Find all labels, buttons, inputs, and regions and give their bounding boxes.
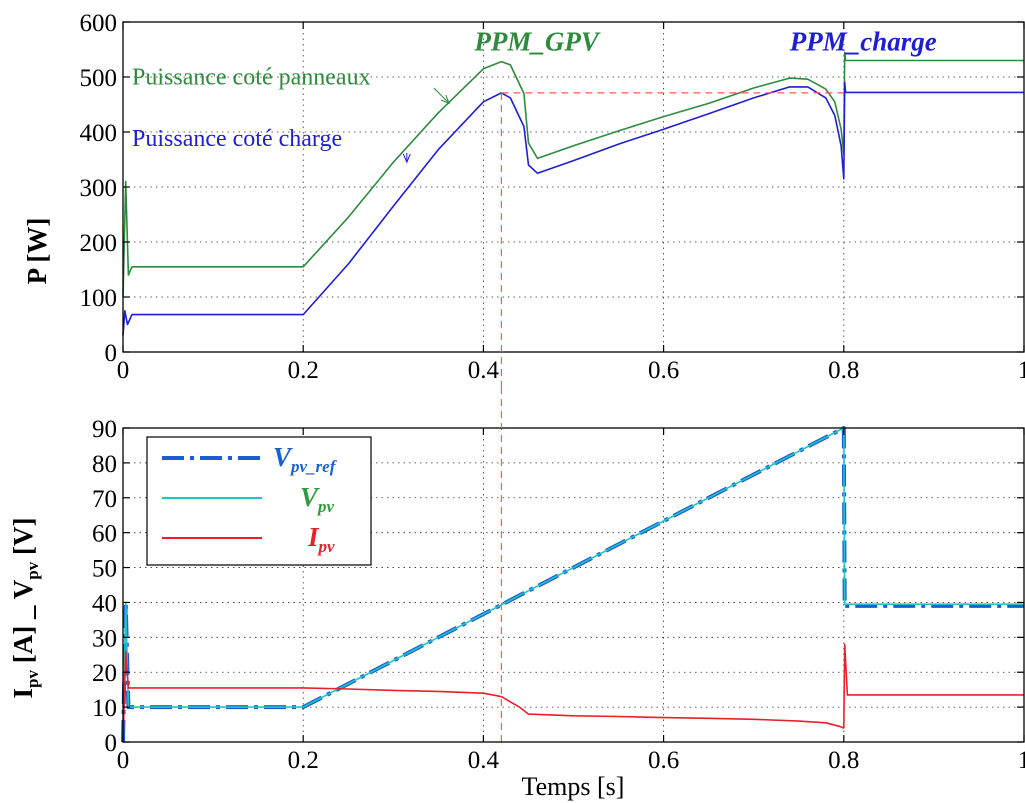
x-tick-label: 0 [117, 357, 130, 384]
y-label-i: I [8, 688, 38, 699]
x-tick-label: 0 [117, 747, 130, 774]
voltage-current-plot-frame [122, 427, 1025, 743]
power-plot-x-ticks: 0 0.2 0.4 0.6 0.8 1 [117, 22, 1025, 384]
y-label-i-sub: pv [23, 669, 42, 687]
legend-label-ipv: Ipv [307, 522, 335, 556]
y-tick-label: 60 [92, 521, 117, 548]
x-tick-label: 0.8 [828, 357, 859, 384]
x-tick-label: 0.2 [288, 747, 319, 774]
legend-label-vpv-ref-main: V [273, 442, 293, 472]
x-tick-label: 0.2 [288, 357, 319, 384]
legend: Vpv_ref Vpv Ipv [146, 436, 372, 566]
power-plot-y-ticks: 0 100 200 300 400 500 600 [80, 10, 1024, 367]
power-series-line-0 [122, 51, 1024, 298]
y-tick-label: 200 [80, 230, 118, 257]
legend-label-ipv-sub: pv [317, 537, 336, 556]
x-tick-label: 1 [1018, 357, 1025, 384]
y-tick-label: 10 [92, 695, 117, 722]
legend-label-ipv-main: I [307, 522, 320, 552]
y-tick-label: 20 [92, 660, 117, 687]
power-plot: 0 100 200 300 400 500 600 0 0.2 0.4 0.6 0.8 1 PPM_G… [22, 10, 1025, 384]
power-plot-series [122, 51, 1024, 336]
y-tick-label: 400 [80, 120, 118, 147]
y-label-middle: [A] _ V [8, 579, 38, 670]
y-tick-label: 0 [105, 730, 118, 757]
legend-label-vpv-main: V [300, 482, 320, 512]
annotation-label: Puissance coté charge [132, 126, 342, 152]
legend-label-vpv-ref: Vpv_ref [273, 442, 338, 476]
power-series-line-1 [122, 81, 1024, 336]
y-tick-label: 30 [92, 625, 117, 652]
y-tick-label: 0 [105, 340, 118, 367]
y-tick-label: 600 [80, 10, 118, 37]
y-tick-label: 40 [92, 590, 117, 617]
y-label-v-sub: pv [23, 561, 42, 579]
voltage-current-plot-y-axis-label: Ipv [A] _ Vpv [V] [8, 518, 42, 699]
voltage-current-plot-x-axis-label: Temps [s] [522, 772, 625, 801]
y-tick-label: 500 [80, 65, 118, 92]
power-plot-annotations: PPM_GPV PPM_charge Puissance coté panneaux… [132, 27, 937, 164]
y-tick-label: 70 [92, 486, 117, 513]
x-tick-label: 0.6 [648, 747, 679, 774]
legend-label-vpv-ref-sub: pv_ref [289, 457, 338, 476]
voltage-current-plot-y-ticks: 0 10 20 30 40 50 60 70 80 90 [92, 416, 1024, 757]
x-tick-label: 0.6 [648, 357, 679, 384]
y-tick-label: 300 [80, 175, 118, 202]
y-tick-label: 100 [80, 285, 118, 312]
x-tick-label: 0.4 [468, 357, 500, 384]
y-label-end: [V] [8, 518, 38, 562]
annotation-label: PPM_charge [789, 27, 937, 57]
vi-series-line-2 [122, 643, 1024, 743]
legend-label-vpv-sub: pv [316, 497, 335, 516]
annotation-label: PPM_GPV [473, 27, 600, 57]
legend-label-vpv: Vpv [300, 482, 335, 516]
x-tick-label: 1 [1018, 747, 1025, 774]
y-tick-label: 80 [92, 451, 117, 478]
x-tick-label: 0.8 [828, 747, 859, 774]
annotation-arrowhead [402, 153, 411, 164]
annotation-arrow [433, 87, 450, 104]
annotation-label: Puissance coté panneaux [132, 65, 371, 91]
x-tick-label: 0.4 [468, 747, 500, 774]
power-plot-y-axis-label: P [W] [22, 218, 52, 285]
y-tick-label: 50 [92, 556, 117, 583]
annotation-arrowhead [440, 94, 451, 105]
voltage-current-plot-x-ticks: 0 0.2 0.4 0.6 0.8 1 [117, 428, 1025, 774]
y-tick-label: 90 [92, 416, 117, 443]
